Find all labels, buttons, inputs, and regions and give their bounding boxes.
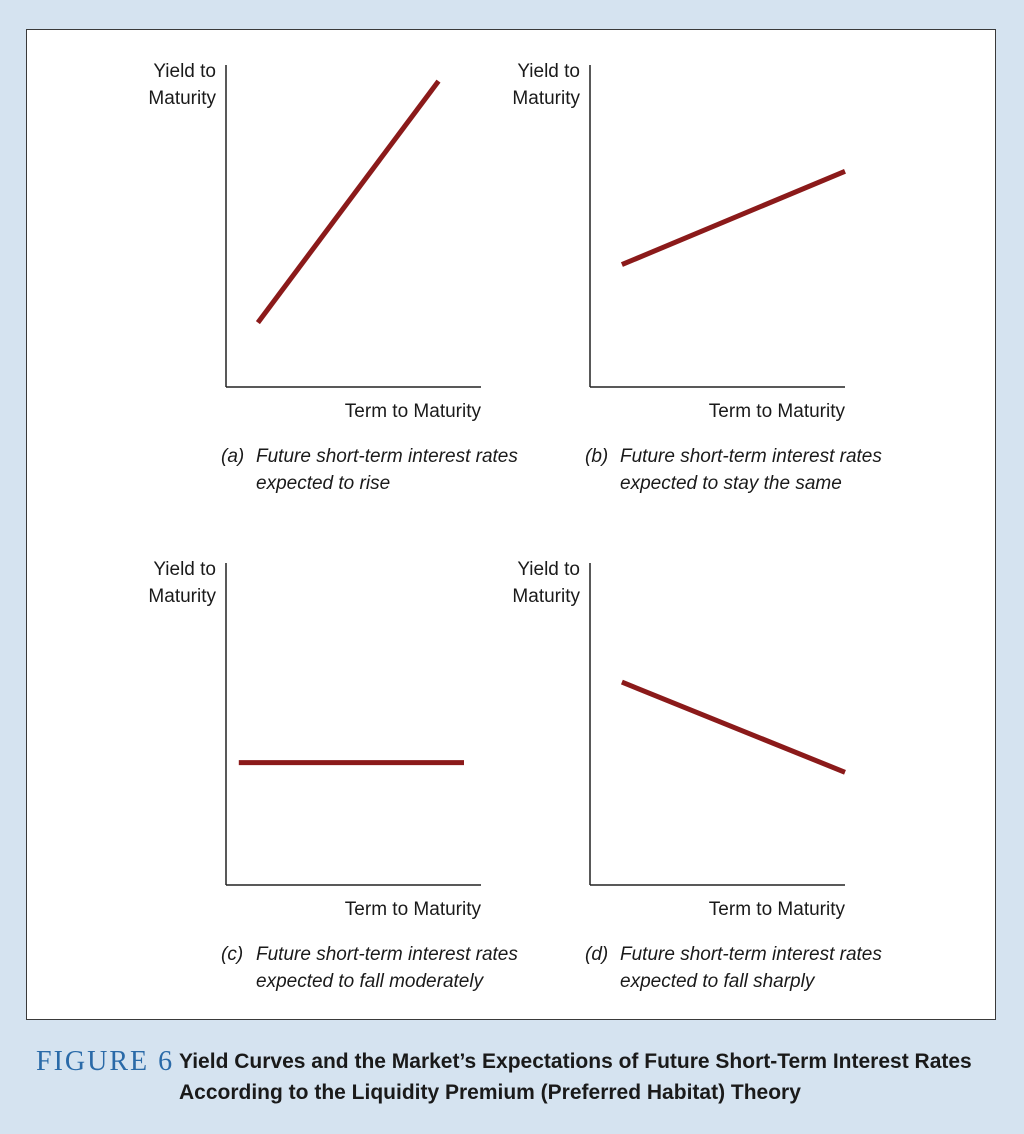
caption-line-2-b: expected to stay the same [620, 473, 842, 494]
figure-title-line-1: Yield Curves and the Market’s Expectatio… [179, 1050, 972, 1073]
yield-curve-d [620, 679, 846, 775]
caption-line-1-b: Future short-term interest rates [620, 446, 882, 467]
y-axis-label-a-line-1: Yield to [153, 61, 216, 82]
caption-line-1-c: Future short-term interest rates [256, 944, 518, 965]
figure-caption: FIGURE 6 Yield Curves and the Market’s E… [26, 1046, 996, 1116]
caption-letter-c: (c) [221, 944, 243, 965]
caption-line-2-c: expected to fall moderately [256, 971, 485, 992]
x-axis-label-d: Term to Maturity [709, 899, 846, 920]
figure-label: FIGURE 6 [36, 1046, 175, 1077]
caption-letter-a: (a) [221, 446, 244, 467]
figure-panel [26, 29, 996, 1020]
x-axis-label-c: Term to Maturity [345, 899, 482, 920]
yield-curve-b [620, 168, 846, 267]
caption-line-2-a: expected to rise [256, 473, 390, 494]
y-axis-label-a-line-2: Maturity [148, 88, 216, 109]
caption-letter-d: (d) [585, 944, 608, 965]
caption-line-2-d: expected to fall sharply [620, 971, 816, 992]
x-axis-label-a: Term to Maturity [345, 401, 482, 422]
figure-title-line-2: According to the Liquidity Premium (Pref… [179, 1081, 801, 1104]
x-axis-label-b: Term to Maturity [709, 401, 846, 422]
y-axis-label-c-line-1: Yield to [153, 559, 216, 580]
y-axis-label-d-line-1: Yield to [517, 559, 580, 580]
caption-line-1-d: Future short-term interest rates [620, 944, 882, 965]
y-axis-label-b-line-1: Yield to [517, 61, 580, 82]
yield-curve-a [255, 79, 441, 325]
caption-line-1-a: Future short-term interest rates [256, 446, 518, 467]
y-axis-label-b-line-2: Maturity [512, 88, 580, 109]
y-axis-label-d-line-2: Maturity [512, 586, 580, 607]
y-axis-label-c-line-2: Maturity [148, 586, 216, 607]
caption-letter-b: (b) [585, 446, 608, 467]
